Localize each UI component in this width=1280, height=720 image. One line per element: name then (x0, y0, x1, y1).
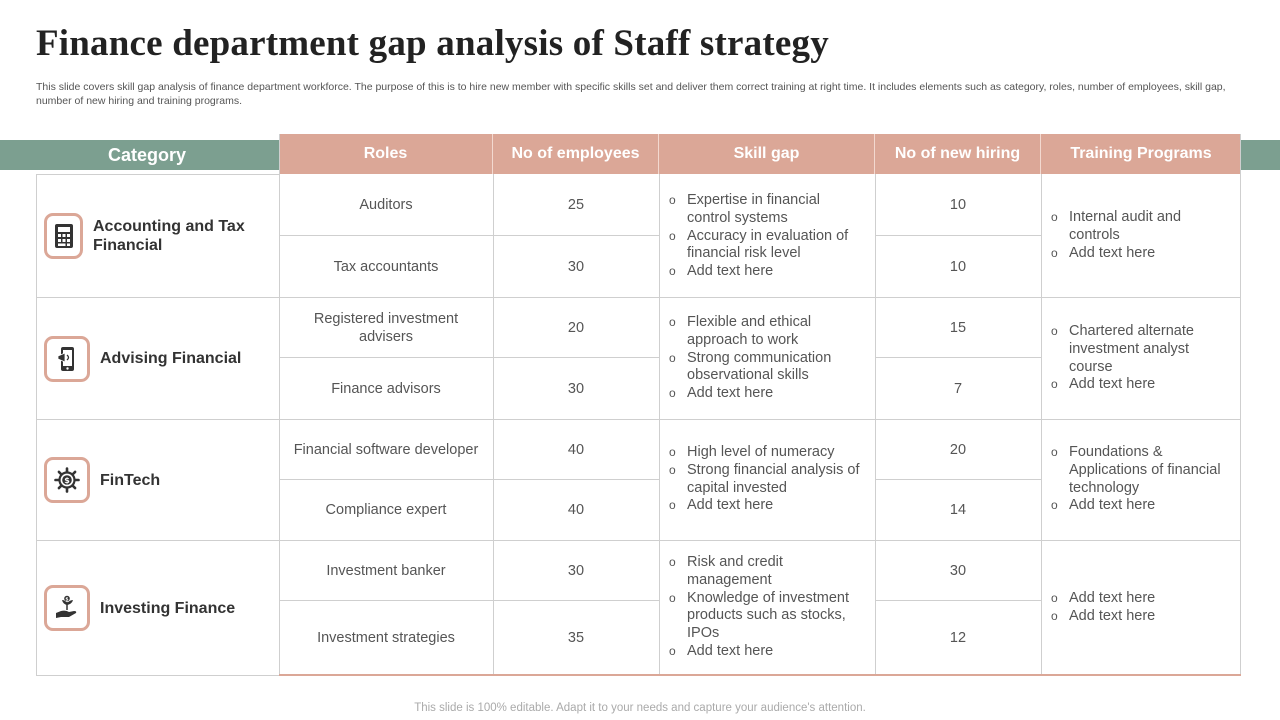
employees-cell: 30 (567, 380, 585, 397)
header-roles: Roles (279, 134, 493, 174)
svg-text:$: $ (64, 476, 70, 485)
hiring-cell: 10 (949, 258, 967, 275)
training-list: Internal audit and controls Add text her… (1051, 209, 1231, 262)
skill-gap-item: Strong financial analysis of capital inv… (669, 462, 865, 498)
employees-cell: 30 (567, 258, 585, 275)
employees-cell: 30 (567, 562, 585, 579)
category-label: FinTech (100, 471, 161, 489)
role-cell: Compliance expert (325, 502, 447, 518)
skill-gap-item: Knowledge of investment products such as… (669, 590, 865, 643)
header-employees: No of employees (493, 134, 659, 174)
hiring-cell: 15 (949, 319, 967, 336)
role-cell: Tax accountants (333, 258, 439, 275)
employees-cell: 20 (567, 319, 585, 336)
hiring-cell: 20 (949, 441, 967, 458)
calculator-icon (44, 213, 83, 259)
hiring-cell: 7 (953, 380, 963, 397)
role-cell: Investment strategies (317, 629, 455, 646)
training-list: Chartered alternate investment analyst c… (1051, 323, 1231, 394)
skill-gap-list: Flexible and ethical approach to work St… (669, 314, 865, 403)
page-description: This slide covers skill gap analysis of … (36, 81, 1226, 107)
skill-gap-list: Expertise in financial control systems A… (669, 192, 865, 281)
category-header: Category (107, 144, 187, 165)
gear-dollar-icon: $ (44, 457, 90, 503)
category-fintech: $ FinTech (36, 420, 279, 540)
employees-cell: 25 (567, 197, 585, 213)
role-cell: Financial software developer (293, 441, 479, 458)
skill-gap-item: High level of numeracy (669, 444, 865, 462)
hiring-cell: 14 (949, 502, 967, 518)
training-item: Add text here (1051, 608, 1231, 626)
skill-gap-item: Add text here (669, 643, 865, 661)
header-skill-gap: Skill gap (659, 134, 875, 174)
training-list: Add text here Add text here (1051, 590, 1231, 626)
training-item: Add text here (1051, 590, 1231, 608)
table-bottom-border (279, 674, 1241, 676)
role-cell: Investment banker (326, 562, 446, 579)
category-accounting-tax: Accounting and Tax Financial (36, 175, 279, 297)
skill-gap-item: Strong communication observational skill… (669, 350, 865, 386)
hiring-cell: 30 (949, 562, 967, 579)
skill-gap-item: Add text here (669, 263, 865, 281)
skill-gap-item: Accuracy in evaluation of financial risk… (669, 228, 865, 264)
skill-gap-item: Add text here (669, 385, 865, 403)
training-item: Foundations & Applications of financial … (1051, 444, 1231, 497)
training-item: Add text here (1051, 245, 1231, 263)
hiring-cell: 10 (949, 197, 967, 213)
hand-money-plant-icon: $ (44, 585, 90, 631)
role-cell: Registered investment advisers (313, 310, 459, 345)
role-cell: Auditors (359, 197, 413, 213)
training-item: Internal audit and controls (1051, 209, 1231, 245)
employees-cell: 40 (567, 502, 585, 518)
mobile-megaphone-icon (44, 335, 90, 382)
category-advising: Advising Financial (36, 298, 279, 419)
category-label: Accounting and Tax Financial (93, 218, 245, 254)
skill-gap-item: Expertise in financial control systems (669, 192, 865, 228)
employees-cell: 40 (567, 441, 585, 458)
training-item: Chartered alternate investment analyst c… (1051, 323, 1231, 376)
skill-gap-item: Risk and credit management (669, 554, 865, 590)
training-item: Add text here (1051, 376, 1231, 394)
skill-gap-item: Flexible and ethical approach to work (669, 314, 865, 350)
category-label: Investing Finance (100, 599, 236, 617)
category-investing: $ Investing Finance (36, 541, 279, 675)
skill-gap-item: Add text here (669, 497, 865, 515)
svg-text:$: $ (65, 597, 68, 603)
page-title: Finance department gap analysis of Staff… (36, 23, 829, 64)
header-training: Training Programs (1041, 134, 1241, 174)
role-cell: Finance advisors (331, 380, 441, 397)
training-list: Foundations & Applications of financial … (1051, 444, 1231, 515)
training-item: Add text here (1051, 497, 1231, 515)
footer-note: This slide is 100% editable. Adapt it to… (414, 702, 866, 714)
header-new-hiring: No of new hiring (875, 134, 1041, 174)
hiring-cell: 12 (949, 629, 967, 646)
category-label: Advising Financial (100, 350, 242, 367)
skill-gap-list: High level of numeracy Strong financial … (669, 444, 865, 515)
employees-cell: 35 (567, 629, 585, 646)
skill-gap-list: Risk and credit management Knowledge of … (669, 554, 865, 661)
